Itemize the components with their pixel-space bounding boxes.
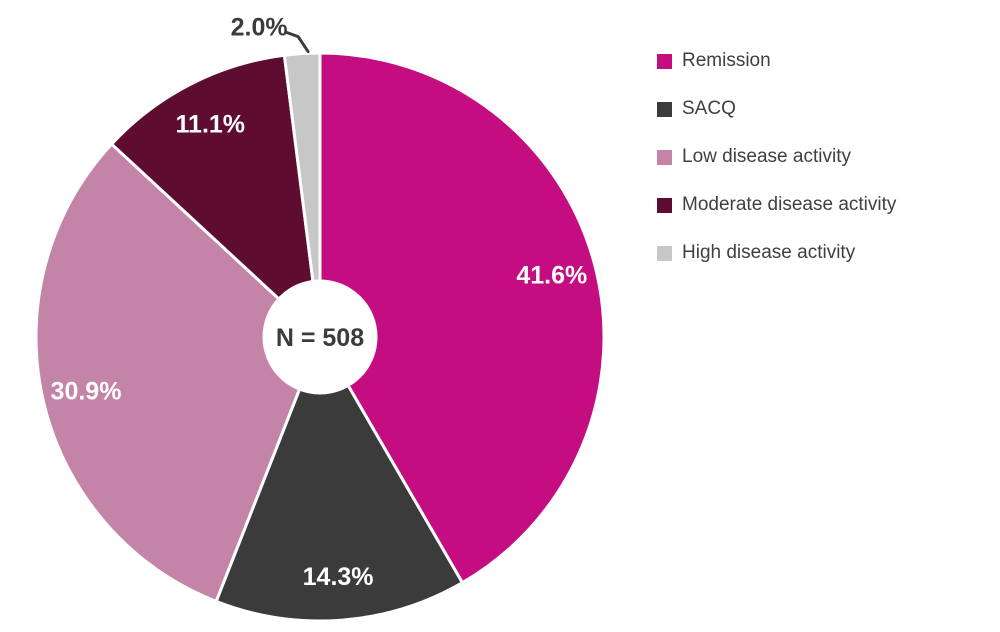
legend-item-remission: Remission — [657, 37, 896, 85]
legend-item-label: High disease activity — [682, 242, 856, 263]
pie-label-moderate-disease-activity: 11.1% — [176, 110, 246, 138]
pie-labels: 41.6% 14.3% 30.9% 11.1% 2.0% — [51, 13, 588, 591]
donut-hole — [262, 279, 378, 395]
center-label: N = 508 — [276, 324, 364, 352]
pie-label-remission: 41.6% — [516, 261, 587, 289]
legend-swatch-icon — [657, 245, 672, 261]
pie-slices — [34, 51, 606, 623]
pie-slice-remission — [318, 51, 606, 585]
pie-slice-moderate-disease-activity — [110, 53, 322, 339]
legend-item-high-disease-activity: High disease activity — [657, 229, 896, 277]
pie-slice-low-disease-activity — [34, 142, 322, 603]
legend-item-low-disease-activity: Low disease activity — [657, 133, 896, 181]
legend-swatch-icon — [657, 197, 672, 213]
legend-item-label: SACQ — [682, 98, 736, 119]
pie-slice-sacq — [214, 335, 464, 623]
legend-swatch-icon — [657, 149, 672, 165]
legend: Remission SACQ Low disease activity Moderat… — [657, 37, 896, 277]
pie-slice-high-disease-activity — [282, 51, 322, 339]
label-leader-line — [285, 31, 310, 54]
legend-item-label: Remission — [682, 50, 771, 71]
pie-label-outside-high-disease-activity: 2.0% — [231, 13, 288, 41]
legend-item-sacq: SACQ — [657, 85, 896, 133]
pie-label-low-disease-activity: 30.9% — [51, 377, 122, 405]
legend-swatch-icon — [657, 101, 672, 117]
pie-label-sacq: 14.3% — [303, 563, 374, 591]
legend-item-label: Low disease activity — [682, 146, 851, 167]
legend-swatch-icon — [657, 53, 672, 69]
legend-item-moderate-disease-activity: Moderate disease activity — [657, 181, 896, 229]
legend-item-label: Moderate disease activity — [682, 194, 897, 215]
